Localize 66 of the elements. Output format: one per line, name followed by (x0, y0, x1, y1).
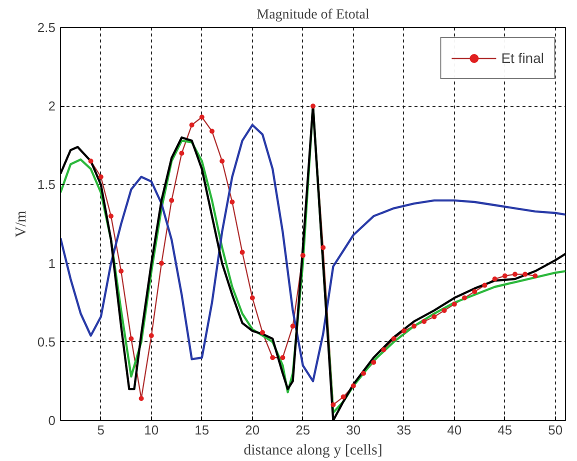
y-tick-label: 2 (48, 98, 56, 114)
point (502, 273, 508, 278)
point (220, 158, 225, 164)
point (240, 250, 245, 255)
x-tick-label: 45 (498, 422, 512, 438)
point (250, 295, 255, 300)
point (340, 394, 346, 400)
point (442, 308, 447, 313)
x-tick-label: 50 (548, 422, 563, 438)
x-tick-label: 10 (144, 422, 159, 438)
point (310, 104, 316, 109)
point (118, 268, 124, 274)
point (350, 383, 356, 388)
point (199, 114, 204, 120)
point (361, 370, 366, 376)
y-tick-label: 0.5 (37, 334, 56, 350)
point (169, 198, 174, 203)
point (98, 174, 104, 180)
point (138, 396, 144, 401)
point (482, 282, 488, 288)
x-tick-label: 35 (396, 422, 412, 438)
point (148, 333, 154, 338)
x-tick-label: 20 (245, 422, 260, 438)
x-axis-title: distance along y [cells] (244, 442, 382, 458)
x-tick-label: 30 (346, 422, 361, 438)
point (371, 360, 376, 365)
point (381, 347, 386, 352)
point (189, 122, 194, 128)
point (522, 272, 528, 277)
point (532, 273, 538, 278)
line-series (60, 124, 566, 382)
point (320, 245, 326, 250)
point (422, 318, 427, 324)
point (391, 336, 396, 342)
point (492, 276, 498, 282)
point (108, 214, 114, 219)
x-tick-label: 40 (447, 422, 462, 438)
point (432, 314, 437, 320)
point (280, 355, 286, 360)
y-tick-label: 1 (48, 256, 56, 271)
point (179, 150, 184, 156)
point (88, 158, 94, 164)
x-tick-label: 15 (194, 422, 210, 438)
point (462, 295, 467, 300)
point (290, 324, 296, 329)
point (401, 328, 406, 334)
point (330, 402, 336, 408)
point (300, 252, 306, 258)
y-axis-title: V/m (13, 210, 30, 238)
point (210, 128, 214, 134)
point (159, 260, 164, 266)
point (260, 330, 265, 335)
point (270, 355, 276, 360)
legend-label: Et final (501, 50, 544, 66)
y-tick-label: 1.5 (37, 177, 56, 192)
x-tick-label: 5 (97, 422, 105, 438)
point (472, 289, 478, 294)
y-tick-label: 0 (48, 413, 56, 428)
y-tick-label: 2.5 (37, 20, 56, 35)
point (512, 272, 518, 277)
chart-title: Magnitude of Etotal (256, 8, 370, 22)
x-tick-label: 25 (296, 422, 310, 438)
point (230, 199, 235, 204)
point (412, 324, 416, 329)
point (452, 302, 457, 307)
point (128, 336, 134, 342)
